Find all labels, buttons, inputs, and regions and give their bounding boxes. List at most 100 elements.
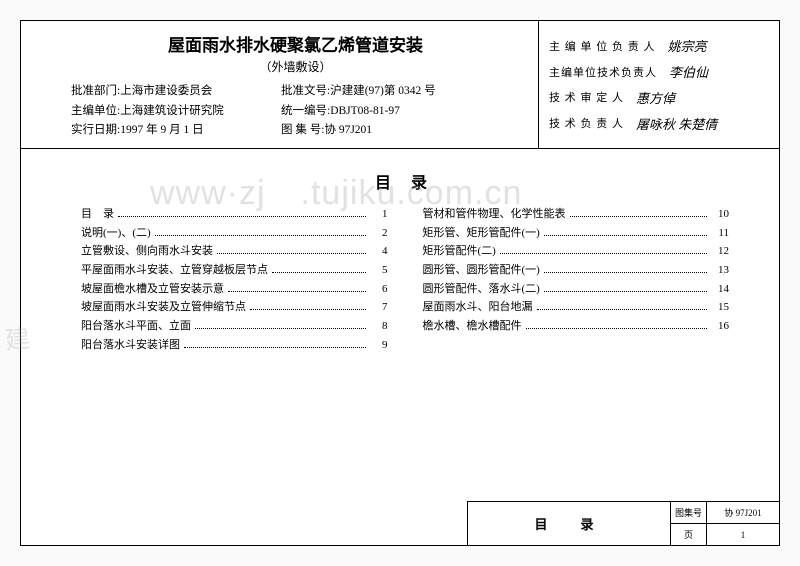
- toc-dots: [544, 272, 707, 273]
- header-left: 屋面雨水排水硬聚氯乙烯管道安装 （外墙敷设） 批准部门:上海市建设委员会 批准文…: [21, 21, 539, 148]
- sig-value: 李伯仙: [669, 62, 708, 81]
- toc-label: 坡屋面檐水槽及立管安装示意: [81, 280, 224, 299]
- toc-dots: [228, 291, 366, 292]
- sig-label: 技 术 审 定 人: [549, 89, 624, 105]
- toc-page: 7: [370, 298, 388, 317]
- sig-value: 屠咏秋 朱楚倩: [636, 114, 717, 133]
- footer-atlas-label: 图集号: [671, 502, 707, 523]
- toc-dots: [544, 291, 707, 292]
- footer-page-label: 页: [671, 524, 707, 545]
- sig-label: 主 编 单 位 负 责 人: [549, 38, 656, 54]
- approval-dept: 上海市建设委员会: [120, 85, 212, 97]
- toc-page: 15: [711, 298, 729, 317]
- toc-label: 说明(一)、(二): [81, 224, 151, 243]
- signature-row: 主编单位技术负责人李伯仙: [549, 59, 769, 84]
- toc-page: 10: [711, 205, 729, 224]
- toc-dots: [544, 235, 707, 236]
- toc-line: 屋面雨水斗、阳台地漏 15: [423, 298, 730, 317]
- catalog-columns: 目 录1说明(一)、(二)2立管敷设、侧向雨水斗安装4平屋面雨水斗安装、立管穿越…: [81, 205, 729, 355]
- unified-no-label: 统一编号:: [281, 105, 330, 117]
- sig-value: 惠方倬: [636, 88, 675, 107]
- toc-page: 9: [370, 336, 388, 355]
- toc-line: 檐水槽、檐水槽配件 16: [423, 317, 730, 336]
- toc-page: 14: [711, 280, 729, 299]
- unified-no: DBJT08-81-97: [330, 105, 400, 117]
- toc-dots: [250, 309, 366, 310]
- toc-label: 阳台落水斗平面、立面: [81, 317, 191, 336]
- toc-label: 屋面雨水斗、阳台地漏: [423, 298, 533, 317]
- document-subtitle: （外墙敷设）: [71, 58, 520, 75]
- editor-unit-label: 主编单位:: [71, 105, 120, 117]
- toc-dots: [155, 235, 366, 236]
- toc-line: 管材和管件物理、化学性能表10: [423, 205, 730, 224]
- toc-label: 平屋面雨水斗安装、立管穿越板层节点: [81, 261, 268, 280]
- toc-dots: [526, 328, 708, 329]
- meta-row-3: 实行日期:1997 年 9 月 1 日 图 集 号:协 97J201: [71, 121, 520, 141]
- catalog-right-column: 管材和管件物理、化学性能表10矩形管、矩形管配件(一)11矩形管配件(二)12圆…: [423, 205, 730, 355]
- toc-line: 圆形管配件、落水斗(二) 14: [423, 280, 730, 299]
- toc-dots: [272, 272, 366, 273]
- toc-line: 平屋面雨水斗安装、立管穿越板层节点 5: [81, 261, 388, 280]
- signature-row: 技 术 审 定 人惠方倬: [549, 85, 769, 110]
- body-section: 目 录 目 录1说明(一)、(二)2立管敷设、侧向雨水斗安装4平屋面雨水斗安装、…: [21, 149, 779, 489]
- toc-page: 4: [370, 242, 388, 261]
- toc-page: 8: [370, 317, 388, 336]
- catalog-left-column: 目 录1说明(一)、(二)2立管敷设、侧向雨水斗安装4平屋面雨水斗安装、立管穿越…: [81, 205, 388, 355]
- footer-page-value: 1: [707, 524, 779, 545]
- catalog-title: 目 录: [81, 169, 729, 193]
- toc-label: 阳台落水斗安装详图: [81, 336, 180, 355]
- signature-row: 技 术 负 责 人屠咏秋 朱楚倩: [549, 111, 769, 136]
- toc-dots: [537, 309, 708, 310]
- approval-doc-label: 批准文号:: [281, 85, 330, 97]
- toc-dots: [195, 328, 366, 329]
- toc-page: 6: [370, 280, 388, 299]
- toc-dots: [118, 216, 366, 217]
- sig-label: 技 术 负 责 人: [549, 115, 624, 131]
- approval-dept-label: 批准部门:: [71, 85, 120, 97]
- toc-page: 11: [711, 224, 729, 243]
- document-title: 屋面雨水排水硬聚氯乙烯管道安装: [71, 31, 520, 56]
- atlas-no-label: 图 集 号:: [281, 124, 324, 136]
- toc-dots: [500, 253, 707, 254]
- footer-name: 目 录: [468, 502, 671, 545]
- toc-label: 檐水槽、檐水槽配件: [423, 317, 522, 336]
- header-signatures: 主 编 单 位 负 责 人姚宗亮 主编单位技术负责人李伯仙 技 术 审 定 人惠…: [539, 21, 779, 148]
- toc-line: 阳台落水斗安装详图 9: [81, 336, 388, 355]
- toc-line: 阳台落水斗平面、立面 8: [81, 317, 388, 336]
- toc-line: 坡屋面檐水槽及立管安装示意 6: [81, 280, 388, 299]
- toc-label: 圆形管、圆形管配件(一): [423, 261, 540, 280]
- header-section: 屋面雨水排水硬聚氯乙烯管道安装 （外墙敷设） 批准部门:上海市建设委员会 批准文…: [21, 21, 779, 149]
- toc-page: 12: [711, 242, 729, 261]
- toc-line: 目 录1: [81, 205, 388, 224]
- editor-unit: 上海建筑设计研究院: [120, 105, 224, 117]
- toc-label: 立管敷设、侧向雨水斗安装: [81, 242, 213, 261]
- toc-line: 圆形管、圆形管配件(一) 13: [423, 261, 730, 280]
- toc-page: 1: [370, 205, 388, 224]
- toc-page: 2: [370, 224, 388, 243]
- toc-line: 矩形管配件(二) 12: [423, 242, 730, 261]
- toc-label: 矩形管、矩形管配件(一): [423, 224, 540, 243]
- toc-label: 矩形管配件(二): [423, 242, 496, 261]
- toc-line: 坡屋面雨水斗安装及立管伸缩节点 7: [81, 298, 388, 317]
- footer-meta: 图集号 协 97J201 页 1: [671, 502, 779, 545]
- toc-label: 圆形管配件、落水斗(二): [423, 280, 540, 299]
- toc-page: 5: [370, 261, 388, 280]
- toc-page: 13: [711, 261, 729, 280]
- atlas-no: 协 97J201: [324, 124, 372, 136]
- toc-line: 立管敷设、侧向雨水斗安装 4: [81, 242, 388, 261]
- effective-date-label: 实行日期:: [71, 124, 120, 136]
- footer-atlas-value: 协 97J201: [707, 502, 779, 523]
- toc-line: 说明(一)、(二) 2: [81, 224, 388, 243]
- signature-row: 主 编 单 位 负 责 人姚宗亮: [549, 33, 769, 58]
- toc-dots: [570, 216, 708, 217]
- document-page: 屋面雨水排水硬聚氯乙烯管道安装 （外墙敷设） 批准部门:上海市建设委员会 批准文…: [20, 20, 780, 546]
- toc-dots: [217, 253, 366, 254]
- toc-page: 16: [711, 317, 729, 336]
- toc-dots: [184, 347, 366, 348]
- approval-doc: 沪建建(97)第 0342 号: [330, 85, 435, 97]
- meta-row-1: 批准部门:上海市建设委员会 批准文号:沪建建(97)第 0342 号: [71, 82, 520, 102]
- sig-label: 主编单位技术负责人: [549, 64, 657, 80]
- toc-line: 矩形管、矩形管配件(一) 11: [423, 224, 730, 243]
- footer-section: 目 录 图集号 协 97J201 页 1: [467, 501, 779, 545]
- toc-label: 坡屋面雨水斗安装及立管伸缩节点: [81, 298, 246, 317]
